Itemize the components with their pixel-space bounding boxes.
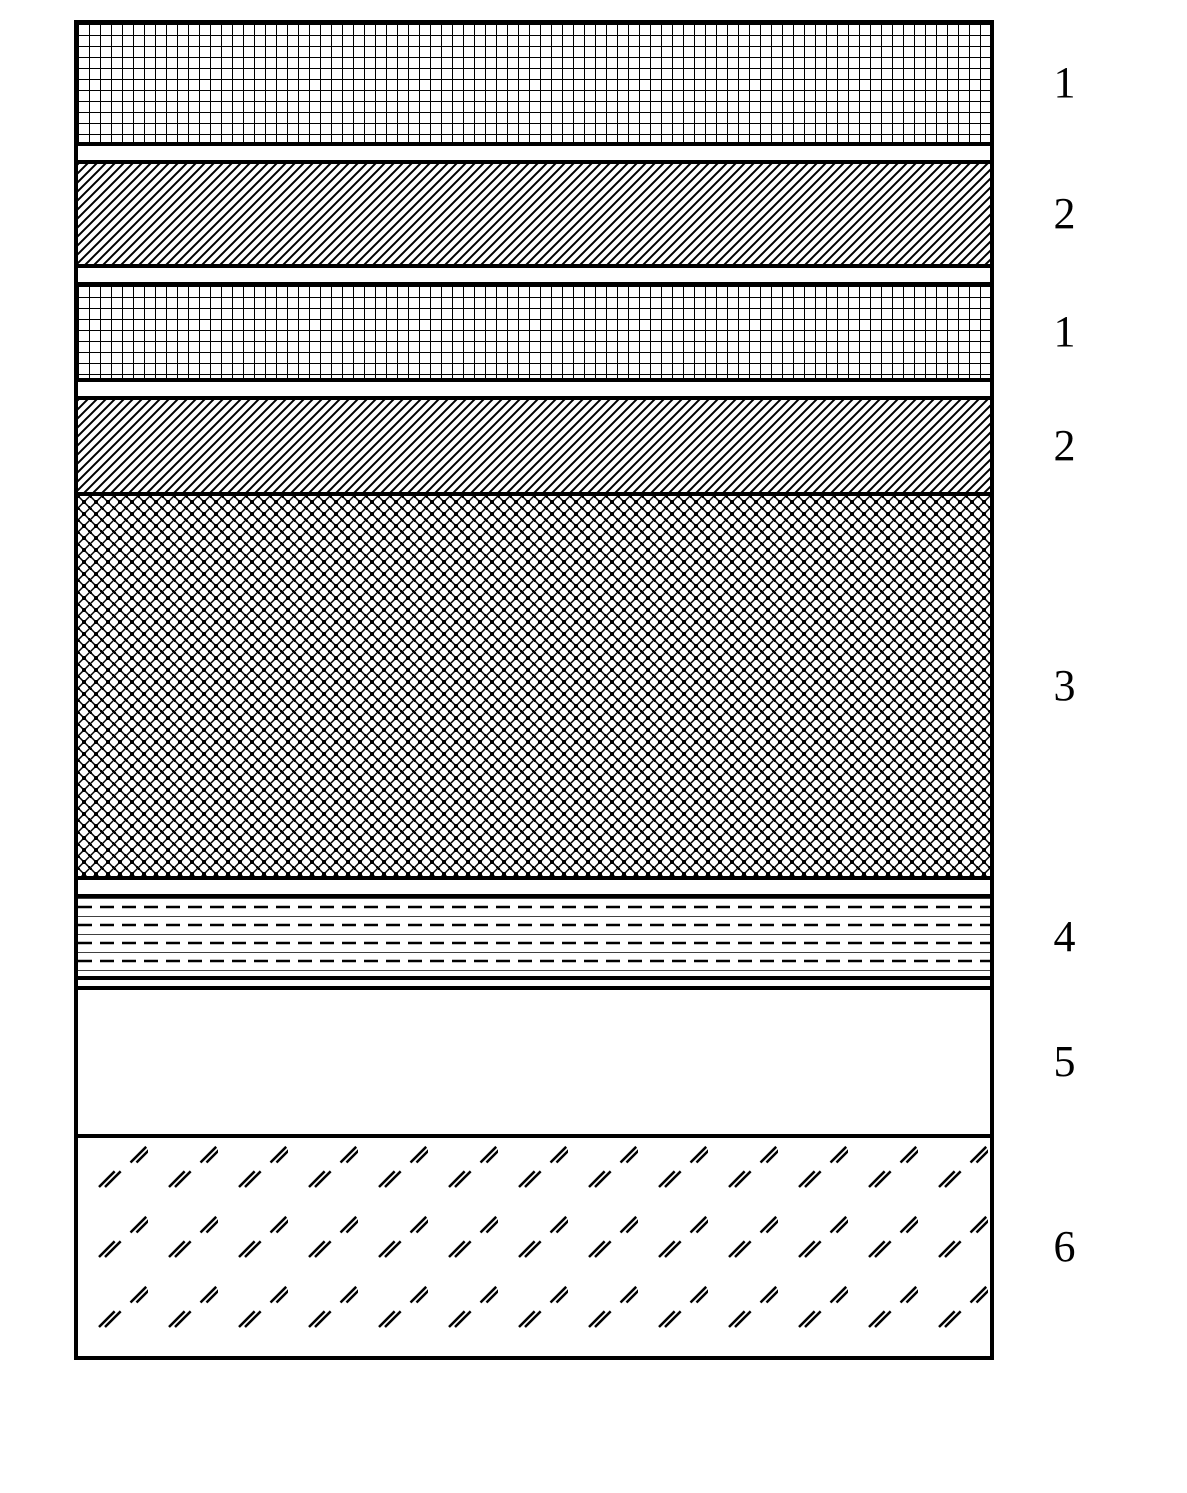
- layer-label: 1: [1054, 306, 1076, 357]
- layer-labels-column: 1 2 1 2 3 4 5 6: [1054, 20, 1114, 1352]
- layer-layer-2a: [78, 164, 990, 264]
- layer-label: 5: [1054, 1036, 1076, 1087]
- layer-label: 6: [1054, 1221, 1076, 1272]
- layer-label: 3: [1054, 660, 1076, 711]
- gap: [78, 146, 990, 160]
- layer-layer-1a: [78, 24, 990, 142]
- layer-layer-6: [78, 1138, 990, 1356]
- layer-label: 2: [1054, 188, 1076, 239]
- layer-layer-2b: [78, 400, 990, 492]
- gap: [78, 268, 990, 282]
- gap: [78, 880, 990, 894]
- layer-label: 1: [1054, 57, 1076, 108]
- layer-layer-5: [78, 990, 990, 1134]
- layer-layer-3: [78, 496, 990, 876]
- layer-label: 4: [1054, 911, 1076, 962]
- layer-layer-4: [78, 898, 990, 976]
- layer-layer-1b: [78, 286, 990, 378]
- diagram-container: 1 2 1 2 3 4 5 6: [74, 20, 1114, 1360]
- layered-diagram: [74, 20, 994, 1360]
- layer-label: 2: [1054, 420, 1076, 471]
- gap: [78, 382, 990, 396]
